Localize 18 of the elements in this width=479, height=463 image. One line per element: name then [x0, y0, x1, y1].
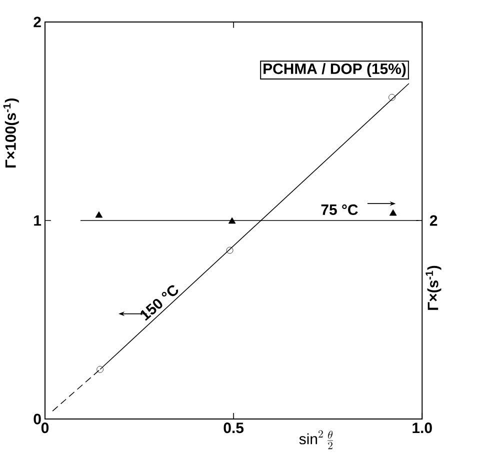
- point: [228, 217, 236, 224]
- y-tick-label: 2: [34, 16, 41, 28]
- x-tick-label: 0.5: [224, 422, 244, 434]
- x-tick-label: 0: [41, 422, 49, 434]
- point: [95, 211, 103, 218]
- y-tick-label: 1: [34, 215, 42, 226]
- x-axis-title: $\sin^{2}\frac{\theta}{2}$: [299, 430, 334, 450]
- annotation: PCHMA / DOP (15%): [264, 63, 406, 78]
- y-axis-title: Γ×100(s$^{-1}$): [3, 98, 19, 168]
- x-tick-label: 1.0: [412, 422, 432, 434]
- point: [96, 366, 104, 373]
- y-tick-label: 0: [34, 414, 41, 424]
- point: [226, 246, 234, 254]
- text: 150 °C: [140, 285, 178, 321]
- point: [389, 209, 397, 216]
- legend-label: 75 °C: [321, 204, 358, 215]
- y2-axis-title: Γ×(s$^{-1}$): [426, 266, 442, 310]
- text: 2: [430, 215, 438, 226]
